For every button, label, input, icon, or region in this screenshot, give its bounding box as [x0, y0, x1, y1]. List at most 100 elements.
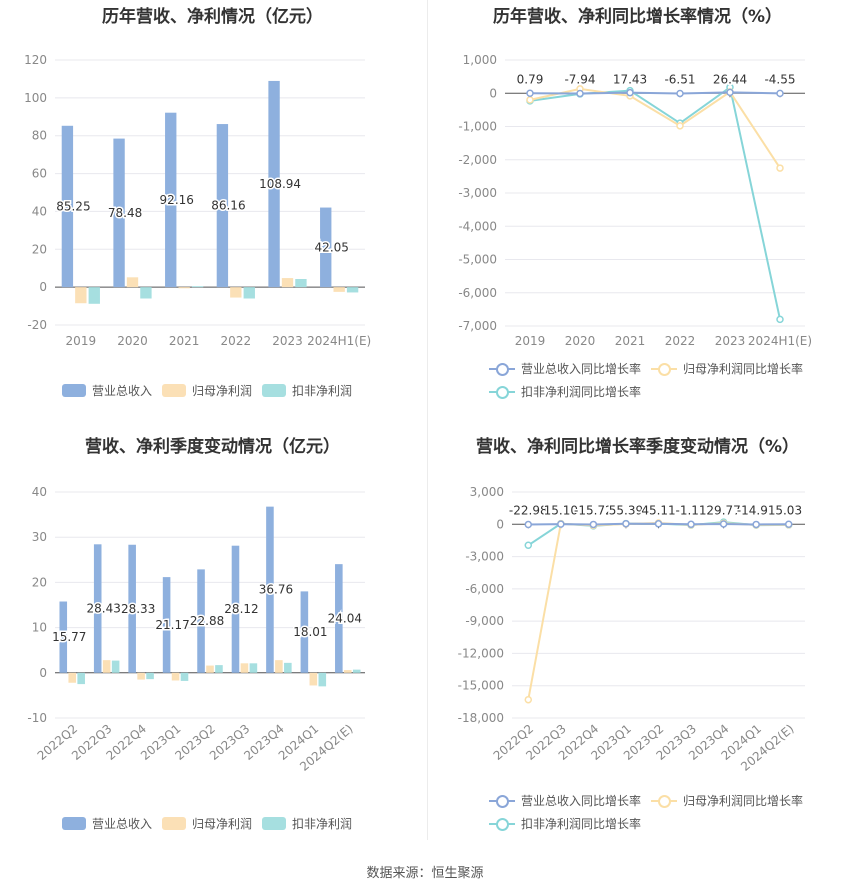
quarterly-growth-line-chart: 3,000 0 -3,000 -6,000 -9,000 -12,000 -15,000 -1… [458, 485, 805, 774]
point-net-profit [524, 695, 533, 704]
legend-item-revenue-growth[interactable]: 营业总收入同比增长率 [489, 792, 641, 809]
legend-item-deducted-profit[interactable]: 扣非净利润 [262, 815, 352, 832]
y-tick-label: 0 [489, 86, 497, 100]
legend-item-net-profit-growth[interactable]: 归母净利润同比增长率 [651, 792, 803, 809]
panel-annual-growth: 历年营收、净利同比增长率情况（%） 1,000 0 -1,000 -2,000 -3,0… [425, 0, 850, 430]
bar-net-profit [343, 670, 352, 673]
bar-revenue [165, 112, 177, 288]
bar-revenue [231, 545, 240, 673]
bar-deducted [346, 287, 359, 293]
point-revenue [576, 89, 584, 98]
data-label-revenue-growth: -22.98 [509, 503, 548, 517]
data-label-revenue: 36.76 [259, 583, 293, 597]
chart-title: 历年营收、净利同比增长率情况（%） [492, 7, 783, 27]
data-label-revenue: 86.16 [211, 199, 245, 213]
data-label-revenue-growth: 55.39 [609, 503, 643, 517]
y-tick-label: -6,000 [465, 582, 504, 596]
point-revenue [776, 89, 784, 98]
x-tick-label: 2019 [66, 334, 97, 348]
bar-net-profit [240, 663, 249, 673]
legend-item-net-profit[interactable]: 归母净利润 [162, 382, 252, 399]
panel-quarterly-growth: 营收、净利同比增长率季度变动情况（%） 3,000 0 -3,000 -6,000 -9… [425, 430, 850, 860]
bar-deducted [88, 287, 100, 304]
chart-title: 营收、净利同比增长率季度变动情况（%） [475, 437, 800, 457]
chart-title: 历年营收、净利情况（亿元） [102, 7, 323, 27]
y-tick-label: 10 [32, 621, 47, 635]
point-deducted [524, 541, 533, 550]
legend-item-deducted-growth[interactable]: 扣非净利润同比增长率 [489, 815, 641, 832]
y-tick-label: 40 [32, 204, 47, 218]
bar-deducted [284, 662, 292, 673]
data-source-note: 数据来源：恒生聚源 [366, 866, 484, 881]
point-revenue [752, 520, 760, 529]
point-revenue [726, 88, 734, 97]
bar-revenue [59, 601, 68, 673]
data-label-revenue-growth: 45.11 [641, 503, 675, 517]
data-label-revenue: 24.04 [328, 611, 362, 625]
point-net-profit [776, 164, 784, 172]
y-tick-label: -2,000 [458, 153, 497, 167]
data-label-revenue: 15.77 [52, 630, 86, 644]
x-tick-label: 2020 [117, 334, 148, 348]
bar-deducted [146, 672, 154, 680]
bar-deducted [352, 669, 361, 673]
x-tick-label: 2020 [565, 334, 596, 348]
bar-net-profit [75, 287, 87, 304]
y-tick-label: 20 [32, 242, 47, 256]
legend-item-deducted-growth[interactable]: 扣非净利润同比增长率 [489, 383, 641, 400]
y-tick-label: 1,000 [463, 53, 497, 67]
point-revenue [676, 89, 684, 98]
x-tick-label: 2021 [615, 334, 646, 348]
y-tick-label: -20 [27, 318, 47, 332]
y-tick-label: -3,000 [458, 186, 497, 200]
point-revenue [719, 520, 728, 528]
bar-revenue [197, 569, 205, 673]
legend-item-revenue[interactable]: 营业总收入 [62, 815, 152, 832]
data-label-revenue-growth: 15.10 [544, 503, 578, 517]
bar-revenue [266, 506, 274, 673]
data-label-revenue: 28.43 [87, 602, 121, 616]
legend-item-revenue-growth[interactable]: 营业总收入同比增长率 [489, 360, 641, 377]
bar-net-profit [137, 672, 145, 680]
y-tick-label: -9,000 [465, 614, 504, 628]
y-tick-label: 40 [32, 485, 47, 499]
bar-revenue [61, 125, 74, 288]
bar-deducted [243, 287, 255, 299]
legend-item-deducted-profit[interactable]: 扣非净利润 [262, 382, 352, 399]
x-tick-label: 2022 [665, 334, 696, 348]
data-label-revenue-growth: 26.44 [713, 72, 747, 86]
bar-revenue [216, 124, 229, 288]
line-revenue [529, 91, 781, 95]
bar-deducted [77, 672, 85, 685]
bar-revenue [268, 80, 280, 288]
x-tick-label: 2023 [715, 334, 746, 348]
legend-item-net-profit-growth[interactable]: 归母净利润同比增长率 [651, 360, 803, 377]
data-label-revenue-growth: -4.55 [764, 72, 795, 86]
x-tick-label: 2024H1(E) [307, 334, 371, 348]
data-label-revenue: 92.16 [160, 193, 194, 207]
panel-quarterly-revenue-profit: 营收、净利季度变动情况（亿元） -10 0 10 20 30 40 2022Q2 2022Q3… [0, 430, 425, 860]
bar-net-profit [230, 287, 242, 298]
bar-net-profit [281, 278, 294, 288]
data-label-revenue: 21.17 [155, 618, 189, 632]
data-label-revenue: 18.01 [293, 625, 327, 639]
data-label-revenue-growth: 5.03 [775, 503, 802, 517]
data-label-revenue: 78.48 [108, 206, 142, 220]
data-label-revenue: 22.88 [190, 614, 224, 628]
y-tick-label: -18,000 [458, 711, 504, 725]
y-tick-label: -3,000 [465, 550, 504, 564]
legend-item-net-profit[interactable]: 归母净利润 [162, 815, 252, 832]
data-label-revenue-growth: -7.94 [564, 72, 595, 86]
bar-net-profit [178, 287, 190, 289]
x-tick-label: 2022 [221, 334, 252, 348]
y-tick-label: -10 [27, 711, 47, 725]
chart-title: 营收、净利季度变动情况（亿元） [85, 437, 340, 457]
bar-deducted [249, 663, 258, 673]
legend-item-revenue[interactable]: 营业总收入 [62, 382, 152, 399]
point-revenue [526, 89, 534, 97]
data-label-revenue: 28.12 [224, 602, 258, 616]
point-revenue [589, 520, 598, 529]
bar-net-profit [102, 660, 111, 673]
bar-revenue [335, 564, 343, 673]
data-label-revenue-growth: -6.51 [664, 72, 695, 86]
